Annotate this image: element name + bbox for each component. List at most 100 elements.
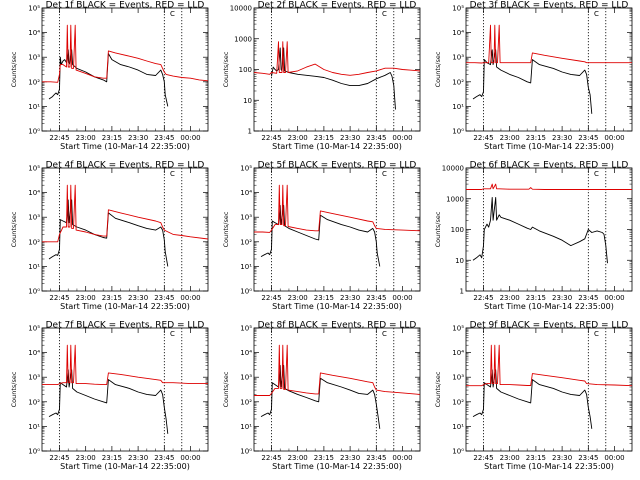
x-tick-label: 22:45 [473,134,493,142]
y-axis-label: Counts/sec [10,371,18,407]
legend-glyph: C [170,330,175,338]
x-tick-label: 23:45 [578,454,598,462]
y-tick-label: 10¹ [452,423,464,431]
panel-title: Det 4f BLACK = Events, RED = LLD [46,161,205,171]
x-tick-label: 22:45 [261,454,281,462]
y-tick-label: 10¹ [28,423,40,431]
x-tick-label: 23:00 [288,134,308,142]
panel-title: Det 6f BLACK = Events, RED = LLD [470,161,629,171]
x-tick-label: 23:00 [288,294,308,302]
axes-frame [253,327,421,452]
axes-frame [41,327,209,452]
x-axis-label: Start Time (10-Mar-14 22:35:00) [272,302,402,311]
panel-title: Det 7f BLACK = Events, RED = LLD [46,321,205,331]
legend-glyph: C [594,170,599,178]
y-tick-label: 10² [28,238,40,246]
x-tick-label: 23:00 [76,454,96,462]
y-tick-label: 1000 [234,35,252,43]
x-tick-label: 23:30 [340,294,360,302]
y-axis-label: Counts/sec [434,211,442,247]
series-lld-line [466,183,632,190]
axes-frame [465,7,633,132]
legend-glyph: C [382,330,387,338]
x-tick-label: 23:15 [526,454,546,462]
x-tick-label: 22:45 [49,454,69,462]
y-tick-label: 10⁰ [240,288,252,296]
y-tick-label: 100 [451,226,464,234]
y-tick-label: 10⁴ [452,29,464,37]
y-tick-label: 10¹ [240,263,252,271]
panel-title: Det 9f BLACK = Events, RED = LLD [470,321,629,331]
y-tick-label: 10³ [452,54,464,62]
y-tick-label: 10² [452,398,464,406]
y-axis-label: Counts/sec [434,51,442,87]
y-tick-label: 10² [240,398,252,406]
panel-title: Det 1f BLACK = Events, RED = LLD [46,1,205,11]
x-tick-label: 22:45 [473,294,493,302]
y-tick-label: 10⁴ [28,29,40,37]
y-tick-label: 10⁴ [240,349,252,357]
x-tick-label: 23:00 [500,454,520,462]
panel-title: Det 2f BLACK = Events, RED = LLD [258,1,417,11]
x-tick-label: 23:30 [128,454,148,462]
x-tick-label: 23:00 [76,294,96,302]
x-tick-label: 23:45 [578,134,598,142]
y-tick-label: 10 [243,97,252,105]
axes-frame [465,327,633,452]
x-axis-label: Start Time (10-Mar-14 22:35:00) [60,462,190,471]
y-tick-label: 10² [28,398,40,406]
series-events-line [472,49,593,114]
y-tick-label: 10³ [28,374,40,382]
x-tick-label: 23:45 [154,294,174,302]
y-tick-label: 10000 [442,165,464,173]
x-axis-label: Start Time (10-Mar-14 22:35:00) [272,142,402,151]
y-tick-label: 10⁵ [452,325,464,333]
legend-glyph: C [594,10,599,18]
y-tick-label: 10² [452,78,464,86]
y-tick-label: 10⁴ [28,349,40,357]
series-events-line [472,197,608,264]
series-lld-line [254,184,421,233]
y-tick-label: 10⁵ [28,5,40,13]
series-lld-line [466,24,632,64]
series-lld-line [42,24,209,83]
x-tick-label: 23:45 [578,294,598,302]
series-lld-line [253,41,421,76]
x-tick-label: 00:00 [392,134,412,142]
y-tick-label: 10⁵ [240,325,252,333]
x-tick-label: 00:00 [180,134,200,142]
series-events-line [271,47,396,110]
y-tick-label: 10⁵ [28,325,40,333]
y-axis-label: Counts/sec [434,371,442,407]
x-axis-label: Start Time (10-Mar-14 22:35:00) [60,142,190,151]
x-tick-label: 00:00 [604,294,624,302]
y-tick-label: 10⁴ [240,189,252,197]
series-events-line [48,49,169,107]
x-axis-label: Start Time (10-Mar-14 22:35:00) [484,462,614,471]
y-tick-label: 10 [455,257,464,265]
x-tick-label: 23:15 [314,134,334,142]
y-tick-label: 10² [240,238,252,246]
x-tick-label: 00:00 [604,134,624,142]
y-tick-label: 10⁴ [28,189,40,197]
x-tick-label: 23:30 [552,294,572,302]
x-tick-label: 23:00 [500,134,520,142]
x-tick-label: 23:30 [340,134,360,142]
y-tick-label: 10¹ [28,263,40,271]
y-tick-label: 10⁴ [452,349,464,357]
legend-glyph: C [170,10,175,18]
y-tick-label: 10⁰ [28,128,40,136]
series-events-line [472,369,593,429]
x-tick-label: 00:00 [180,294,200,302]
x-tick-label: 23:00 [500,294,520,302]
y-tick-label: 10⁰ [452,128,464,136]
legend-glyph: C [170,170,175,178]
x-tick-label: 23:15 [526,134,546,142]
y-tick-label: 1000 [446,195,464,203]
x-tick-label: 22:45 [473,454,493,462]
